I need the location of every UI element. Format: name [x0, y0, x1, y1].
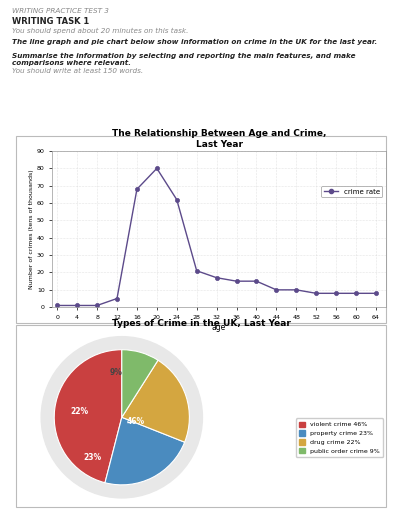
Text: WRITING PRACTICE TEST 3: WRITING PRACTICE TEST 3 [12, 8, 109, 14]
Text: Summarise the information by selecting and reporting the main features, and make: Summarise the information by selecting a… [12, 53, 354, 66]
Legend: violent crime 46%, property crime 23%, drug crime 22%, public order crime 9%: violent crime 46%, property crime 23%, d… [295, 418, 382, 457]
Y-axis label: Number of crimes (tens of thousands): Number of crimes (tens of thousands) [29, 169, 34, 289]
X-axis label: age: age [211, 323, 226, 332]
Text: 22%: 22% [70, 407, 88, 416]
Text: WRITING TASK 1: WRITING TASK 1 [12, 17, 89, 26]
Text: The line graph and pie chart below show information on crime in the UK for the l: The line graph and pie chart below show … [12, 39, 377, 45]
Text: You should spend about 20 minutes on this task.: You should spend about 20 minutes on thi… [12, 28, 188, 34]
Title: The Relationship Between Age and Crime,
Last Year: The Relationship Between Age and Crime, … [111, 130, 326, 149]
Legend: crime rate: crime rate [320, 186, 381, 197]
Title: Types of Crime in the UK, Last Year: Types of Crime in the UK, Last Year [111, 319, 290, 328]
Text: 46%: 46% [126, 417, 144, 425]
Text: 23%: 23% [83, 453, 101, 462]
Wedge shape [54, 350, 122, 483]
Text: You should write at least 150 words.: You should write at least 150 words. [12, 68, 143, 74]
Wedge shape [122, 350, 158, 417]
Wedge shape [105, 417, 184, 485]
Circle shape [41, 337, 202, 498]
Text: 9%: 9% [109, 368, 122, 377]
Wedge shape [122, 360, 189, 442]
